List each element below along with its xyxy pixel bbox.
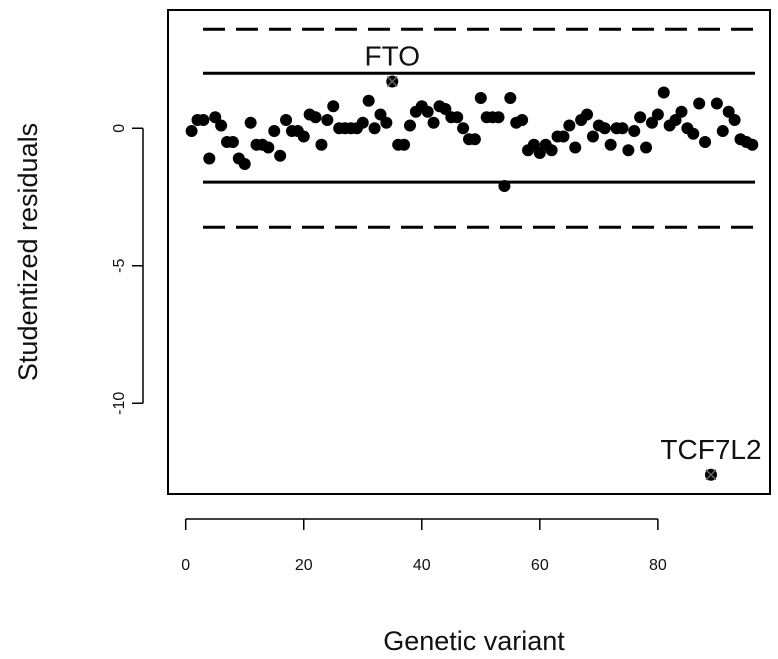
data-point-0-60 <box>545 144 558 157</box>
data-point-0-13 <box>262 141 275 154</box>
data-point-0-31 <box>368 122 381 135</box>
data-point-0-70 <box>604 138 617 151</box>
data-point-0-15 <box>274 149 287 162</box>
data-point-0-48 <box>474 92 487 104</box>
data-point-0-23 <box>321 114 334 126</box>
data-point-0-10 <box>244 116 257 129</box>
outlier-cross-b-0 <box>386 75 398 88</box>
data-point-0-51 <box>492 111 505 124</box>
data-point-0-55 <box>516 114 529 126</box>
outlier-cross-b-1 <box>705 469 717 481</box>
y-axis: 0 -5 -10 <box>111 124 144 415</box>
data-point-0-72 <box>616 122 629 135</box>
x-tick-label-2: 40 <box>413 557 431 574</box>
data-point-0-76 <box>640 141 653 154</box>
data-point-0-86 <box>699 136 712 148</box>
reference-lines <box>203 27 755 229</box>
data-point-0-24 <box>327 100 340 113</box>
data-point-0-78 <box>651 108 664 121</box>
data-point-0-75 <box>634 111 647 124</box>
data-point-0-69 <box>598 122 611 135</box>
data-point-0-0 <box>185 125 198 137</box>
data-point-0-16 <box>280 114 293 126</box>
y-tick-label-1: -5 <box>111 259 128 273</box>
data-point-0-44 <box>451 111 464 124</box>
data-point-0-52 <box>498 180 511 192</box>
data-point-0-87 <box>710 97 723 110</box>
data-point-0-39 <box>421 105 434 118</box>
data-point-0-21 <box>309 111 322 124</box>
annotation-label-0: FTO <box>365 41 420 72</box>
y-tick-label-2: -10 <box>111 392 128 415</box>
data-point-0-2 <box>197 114 210 126</box>
x-tick-label-4: 80 <box>649 557 667 574</box>
data-point-0-90 <box>728 114 741 126</box>
data-point-0-85 <box>693 97 706 110</box>
data-point-0-67 <box>586 130 599 143</box>
data-point-0-3 <box>203 152 216 165</box>
annotations: FTO TCF7L2 <box>365 41 762 465</box>
data-point-0-7 <box>226 136 239 148</box>
data-point-0-19 <box>297 130 310 143</box>
data-point-0-47 <box>468 133 481 146</box>
data-points <box>185 75 759 481</box>
data-point-0-53 <box>504 92 517 104</box>
y-axis-title: Studentized residuals <box>13 123 43 381</box>
data-point-0-66 <box>581 108 594 121</box>
data-point-0-14 <box>268 125 281 137</box>
data-point-0-62 <box>557 130 570 143</box>
data-point-0-93 <box>746 138 759 151</box>
data-point-0-30 <box>362 94 375 107</box>
data-point-0-84 <box>687 127 700 140</box>
data-point-0-64 <box>569 141 582 154</box>
data-point-0-33 <box>380 116 393 129</box>
y-tick-label-0: 0 <box>111 124 128 133</box>
data-point-0-35 <box>398 138 411 151</box>
annotation-label-1: TCF7L2 <box>660 434 761 465</box>
x-axis-title: Genetic variant <box>383 626 565 656</box>
data-point-0-22 <box>315 138 328 151</box>
plot-frame <box>167 9 771 495</box>
data-point-0-40 <box>427 116 440 129</box>
data-point-0-79 <box>657 86 670 99</box>
data-point-0-45 <box>457 122 470 135</box>
x-tick-label-1: 20 <box>295 557 313 574</box>
data-point-0-63 <box>563 119 576 132</box>
x-axis: 0 20 40 60 80 <box>181 518 667 574</box>
data-point-0-82 <box>675 105 688 118</box>
data-point-0-29 <box>356 116 369 129</box>
x-tick-label-0: 0 <box>181 557 190 574</box>
data-point-0-5 <box>215 119 228 132</box>
data-point-0-36 <box>403 119 416 132</box>
data-point-0-74 <box>628 125 641 137</box>
data-point-0-73 <box>622 144 635 157</box>
data-point-0-9 <box>238 158 251 170</box>
data-point-0-88 <box>716 125 729 137</box>
x-tick-label-3: 60 <box>531 557 549 574</box>
